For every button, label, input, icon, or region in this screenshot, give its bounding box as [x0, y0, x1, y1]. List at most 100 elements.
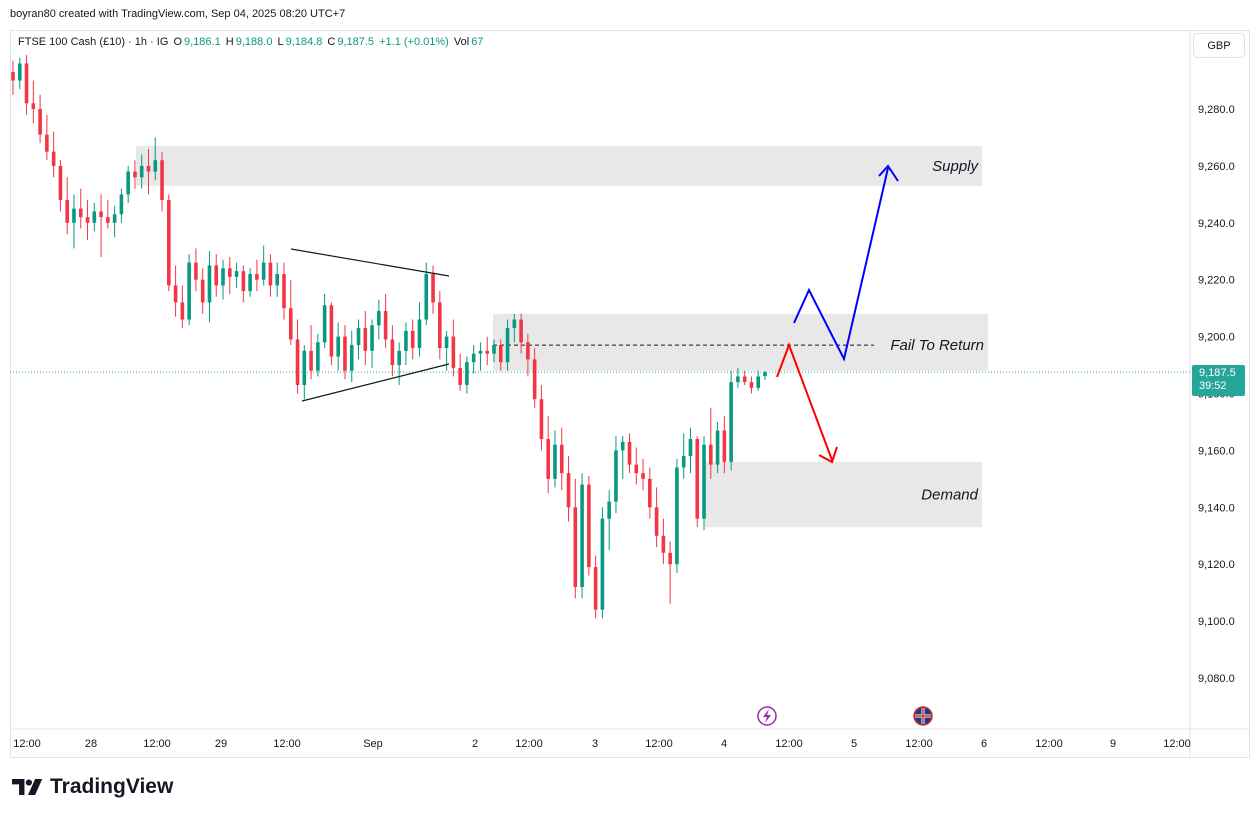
bearish-arrow-head	[818, 446, 838, 464]
bearish-projection-arrow	[776, 342, 833, 461]
x-tick-label: 12:00	[1035, 738, 1063, 750]
candle-body	[268, 262, 273, 286]
candle-body	[153, 160, 158, 172]
bullish-projection-arrow	[793, 167, 889, 362]
close-value: 9,187.5	[337, 36, 375, 48]
candle-body	[756, 376, 761, 388]
candle-body	[139, 165, 144, 178]
x-tick-label: 12:00	[1163, 738, 1191, 750]
candle-body	[85, 217, 90, 223]
candle-body	[526, 342, 530, 360]
candle-body	[356, 328, 361, 346]
y-tick-label: 9,240.0	[1198, 218, 1235, 230]
x-tick-label: 28	[85, 738, 97, 750]
x-tick-label: 2	[472, 738, 478, 750]
candle-body	[410, 330, 415, 348]
candle-body	[309, 350, 313, 371]
candle-body	[593, 567, 598, 610]
candle-body	[78, 208, 83, 218]
candle-body	[31, 103, 36, 109]
event-icons	[757, 706, 933, 726]
candle-body	[390, 339, 395, 366]
candle-body	[207, 265, 212, 303]
candle-body	[424, 274, 429, 320]
candle-body	[668, 552, 672, 565]
candle-body	[99, 211, 103, 218]
candle-body	[709, 444, 713, 465]
candle-body	[363, 328, 368, 351]
candle-body	[722, 430, 727, 462]
candle-body	[160, 160, 164, 201]
candle-body	[38, 109, 42, 135]
candle-body	[336, 336, 340, 357]
x-tick-label: 12:00	[645, 738, 673, 750]
candle-body	[478, 350, 483, 354]
candle-body	[546, 439, 551, 479]
y-tick-label: 9,100.0	[1198, 616, 1235, 628]
candle-body	[167, 200, 171, 286]
candle-body	[316, 342, 320, 371]
candle-body	[255, 274, 259, 280]
candle-body	[17, 63, 22, 81]
candle-body	[24, 63, 29, 104]
bullish-arrow-head	[878, 164, 899, 182]
chart-pane[interactable]	[10, 30, 1250, 758]
y-tick-label: 9,140.0	[1198, 502, 1235, 514]
candle-body	[681, 456, 686, 468]
ohlc-legend[interactable]: FTSE 100 Cash (£10) · 1h · IG O 9,186.1 H…	[18, 36, 484, 48]
low-value: 9,184.8	[285, 36, 323, 48]
y-tick-label: 9,220.0	[1198, 275, 1235, 287]
x-tick-label: Sep	[363, 738, 383, 750]
candle-body	[173, 285, 178, 303]
candle-body	[146, 165, 151, 172]
candle-body	[383, 310, 388, 340]
candle-body	[729, 382, 733, 462]
candle-body	[458, 367, 462, 385]
candle-body	[417, 319, 422, 348]
x-tick-label: 3	[592, 738, 598, 750]
symbol-label[interactable]: FTSE 100 Cash (£10) · 1h · IG	[18, 36, 169, 48]
candle-body	[302, 350, 307, 385]
candle-body	[559, 444, 564, 474]
candle-body	[600, 518, 605, 610]
x-tick-label: 12:00	[905, 738, 933, 750]
x-tick-label: 9	[1110, 738, 1116, 750]
change-value: +1.1 (+0.01%)	[379, 36, 449, 48]
currency-button[interactable]: GBP	[1193, 33, 1245, 58]
candle-body	[72, 208, 76, 223]
candle-body	[620, 441, 625, 451]
candle-body	[377, 310, 381, 326]
candle-body	[431, 274, 435, 303]
last-price-value: 9,187.5	[1199, 367, 1236, 379]
candle-body	[661, 535, 666, 553]
candle-body	[444, 336, 449, 348]
candle-body	[45, 134, 49, 152]
candle-body	[553, 444, 557, 479]
tradingview-logo[interactable]: TradingView	[12, 775, 173, 799]
candles-layer	[11, 54, 767, 619]
candle-body	[397, 350, 401, 366]
tradingview-logo-icon	[12, 779, 43, 795]
candle-body	[343, 336, 347, 371]
brand-name: TradingView	[50, 775, 174, 798]
candle-body	[539, 399, 544, 440]
candle-body	[587, 484, 591, 568]
candle-body	[234, 271, 239, 277]
chart-credit: boyran80 created with TradingView.com, S…	[10, 8, 346, 20]
triangle-lower-line	[301, 363, 450, 402]
candle-body	[58, 165, 63, 201]
candle-body	[92, 211, 97, 223]
candle-body	[675, 467, 679, 565]
candle-body	[519, 319, 523, 343]
high-value: 9,188.0	[235, 36, 273, 48]
candle-body	[702, 444, 706, 519]
candle-body	[498, 345, 503, 363]
candle-body	[214, 265, 219, 286]
zone-0	[136, 145, 982, 186]
zone-1	[493, 313, 988, 371]
candle-body	[573, 507, 578, 587]
candle-body	[112, 214, 117, 223]
candle-body	[654, 507, 659, 536]
candle-body	[241, 271, 246, 292]
